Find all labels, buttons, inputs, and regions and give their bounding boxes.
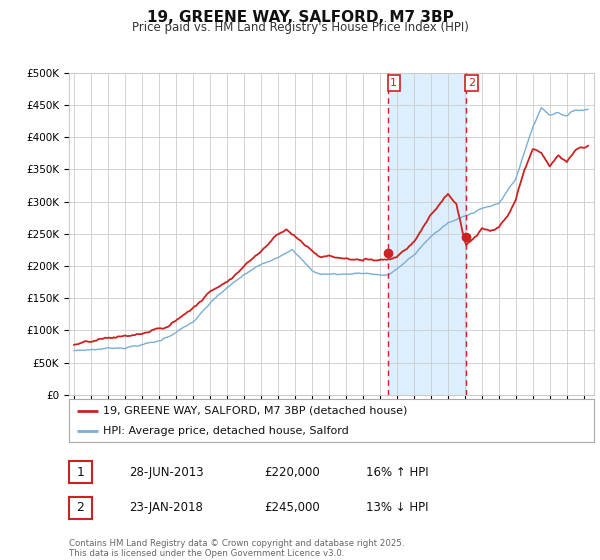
Text: 2: 2: [76, 501, 85, 515]
Text: 1: 1: [76, 465, 85, 479]
Text: 16% ↑ HPI: 16% ↑ HPI: [366, 465, 428, 479]
Text: Contains HM Land Registry data © Crown copyright and database right 2025.
This d: Contains HM Land Registry data © Crown c…: [69, 539, 404, 558]
Text: £220,000: £220,000: [264, 465, 320, 479]
Text: 2: 2: [468, 78, 475, 88]
Text: 23-JAN-2018: 23-JAN-2018: [129, 501, 203, 515]
Text: 19, GREENE WAY, SALFORD, M7 3BP: 19, GREENE WAY, SALFORD, M7 3BP: [146, 10, 454, 25]
Text: 19, GREENE WAY, SALFORD, M7 3BP (detached house): 19, GREENE WAY, SALFORD, M7 3BP (detache…: [103, 405, 407, 416]
Text: HPI: Average price, detached house, Salford: HPI: Average price, detached house, Salf…: [103, 426, 349, 436]
Text: 1: 1: [390, 78, 397, 88]
Text: Price paid vs. HM Land Registry's House Price Index (HPI): Price paid vs. HM Land Registry's House …: [131, 21, 469, 34]
Bar: [388, 73, 466, 395]
Text: 28-JUN-2013: 28-JUN-2013: [129, 465, 203, 479]
Text: 13% ↓ HPI: 13% ↓ HPI: [366, 501, 428, 515]
Text: £245,000: £245,000: [264, 501, 320, 515]
